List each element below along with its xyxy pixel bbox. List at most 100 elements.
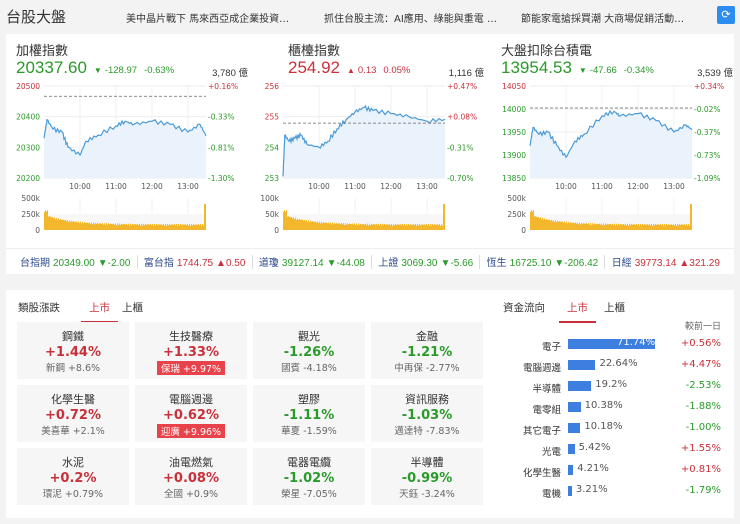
flow-bar: [568, 423, 581, 433]
volume-bar: [375, 224, 376, 230]
index-volume: 3,539 億: [697, 68, 733, 79]
sector-tile[interactable]: 生技醫療 +1.33% 保瑞 +9.97%: [135, 322, 247, 379]
flow-row[interactable]: 電機 3.21% -1.79%: [501, 482, 721, 503]
flow-sector-name: 化學生醫: [522, 468, 561, 479]
ticker-item[interactable]: 上證 3069.30 ▼-5.66: [378, 254, 473, 269]
volume-bar: [608, 224, 609, 230]
sector-tile[interactable]: 資訊服務 -1.03% 邁達特 -7.83%: [371, 385, 483, 442]
volume-bar: [190, 225, 191, 230]
volume-bar: [310, 220, 311, 230]
flow-tab-otc[interactable]: 上櫃: [604, 302, 625, 314]
y-pct-tick-label: -0.37%: [694, 128, 721, 137]
volume-bar: [578, 224, 579, 230]
flow-row[interactable]: 其它電子 10.18% -1.00%: [501, 419, 721, 440]
volume-bar: [601, 223, 602, 230]
volume-bar: [549, 219, 550, 230]
volume-bar: [334, 222, 335, 230]
ticker-item[interactable]: 道瓊 39127.14 ▼-44.08: [259, 254, 365, 269]
flow-bar: [568, 486, 572, 496]
volume-bar: [95, 222, 96, 230]
refresh-icon[interactable]: ⟳: [717, 6, 735, 24]
volume-bar: [370, 225, 371, 230]
sector-tile[interactable]: 電腦週邊 +0.62% 迎廣 +9.96%: [135, 385, 247, 442]
volume-bar: [594, 223, 595, 230]
news-link[interactable]: 美中晶片戰下 馬來西亞成企業投資…: [126, 14, 290, 25]
volume-bar: [181, 225, 182, 230]
volume-bar: [664, 223, 665, 230]
sector-tile[interactable]: 水泥 +0.2% 環泥 +0.79%: [17, 448, 129, 505]
sector-top-stock[interactable]: 中再保 -2.77%: [394, 363, 460, 374]
tab-listed[interactable]: 上市: [81, 300, 118, 323]
volume-bar: [431, 225, 432, 230]
index-summary[interactable]: 櫃檯指數 254.92 ▲ 0.13 0.05% 1,116 億: [288, 40, 484, 80]
ticker-item[interactable]: 台指期 20349.00 ▼-2.00: [20, 254, 130, 269]
sector-top-stock[interactable]: 保瑞 +9.97%: [156, 361, 226, 375]
flow-row[interactable]: 電零組 10.38% -1.88%: [501, 398, 721, 419]
news-link[interactable]: 節能家電搶採買潮 大商場促銷活動…: [521, 14, 685, 25]
sector-top-stock[interactable]: 全國 +0.9%: [163, 489, 219, 500]
flow-delta: +1.55%: [680, 443, 721, 454]
tab-otc[interactable]: 上櫃: [122, 302, 143, 314]
sector-tile[interactable]: 油電燃氣 +0.08% 全國 +0.9%: [135, 448, 247, 505]
volume-bar: [557, 220, 558, 230]
volume-bar: [621, 224, 622, 230]
sector-tile[interactable]: 化學生醫 +0.72% 美喜華 +2.1%: [17, 385, 129, 442]
index-panel: 加權指數 20337.60 ▼ -128.97 -0.63% 3,780 億櫃檯指數 254…: [6, 34, 734, 274]
sector-tile[interactable]: 金融 -1.21% 中再保 -2.77%: [371, 322, 483, 379]
index-summary[interactable]: 加權指數 20337.60 ▼ -128.97 -0.63% 3,780 億: [16, 40, 248, 80]
volume-bar: [304, 219, 305, 230]
sector-top-stock[interactable]: 華夏 -1.59%: [281, 426, 337, 437]
ticker-item[interactable]: 日經 39773.14 ▲321.29: [612, 254, 720, 269]
flow-row[interactable]: 化學生醫 4.21% +0.81%: [501, 461, 721, 482]
index-value: 13954.53: [501, 58, 572, 77]
sector-tile[interactable]: 鋼鐵 +1.44% 新鋼 +8.6%: [17, 322, 129, 379]
sector-top-stock[interactable]: 榮星 -7.05%: [281, 489, 337, 500]
sector-top-stock[interactable]: 邁達特 -7.83%: [394, 426, 460, 437]
volume-bar: [395, 223, 396, 230]
flow-row[interactable]: 電子 71.74% +0.56%: [501, 335, 721, 356]
ticker-item[interactable]: 恆生 16725.10 ▼-206.42: [487, 254, 599, 269]
flow-tab-listed[interactable]: 上市: [559, 300, 596, 323]
volume-bar: [596, 223, 597, 230]
sector-top-stock[interactable]: 迎廣 +9.96%: [156, 424, 226, 438]
flow-delta: +0.81%: [680, 464, 721, 475]
volume-bar: [407, 225, 408, 230]
sector-tile[interactable]: 電器電纜 -1.02% 榮星 -7.05%: [253, 448, 365, 505]
news-link[interactable]: 抓住台股主流：AI應用、綠能與重電 …: [324, 14, 497, 25]
index-summary[interactable]: 大盤扣除台積電 13954.53 ▼ -47.66 -0.34% 3,539 億: [501, 40, 733, 80]
y-pct-tick-label: -0.02%: [694, 105, 721, 114]
volume-bar: [345, 223, 346, 230]
volume-bar: [74, 221, 75, 230]
flow-row[interactable]: 電腦週邊 22.64% +4.47%: [501, 356, 721, 377]
volume-bar: [561, 221, 562, 230]
volume-bar: [570, 222, 571, 230]
sector-top-stock[interactable]: 美喜華 +2.1%: [41, 426, 105, 437]
ticker-item[interactable]: 富台指 1744.75 ▲0.50: [144, 254, 246, 269]
volume-bar: [201, 225, 202, 230]
volume-bar: [550, 220, 551, 230]
volume-bar: [126, 223, 127, 230]
sector-name: 電器電纜: [287, 456, 331, 469]
sector-tile[interactable]: 觀光 -1.26% 國賓 -4.18%: [253, 322, 365, 379]
x-tick-label: 10:00: [69, 182, 91, 191]
volume-bar: [399, 224, 400, 230]
flow-delta: -1.88%: [685, 401, 721, 412]
sector-top-stock[interactable]: 國賓 -4.18%: [281, 363, 337, 374]
volume-bar: [78, 221, 79, 230]
sector-top-stock[interactable]: 新鋼 +8.6%: [45, 363, 101, 374]
flow-pct: 10.18%: [584, 421, 623, 432]
volume-bar: [46, 211, 47, 230]
volume-bar: [353, 224, 354, 230]
sector-tile[interactable]: 塑膠 -1.11% 華夏 -1.59%: [253, 385, 365, 442]
volume-bar: [134, 224, 135, 230]
volume-bar: [337, 223, 338, 230]
flow-row[interactable]: 光電 5.42% +1.55%: [501, 440, 721, 461]
sector-top-stock[interactable]: 環泥 +0.79%: [42, 489, 104, 500]
volume-bar: [180, 224, 181, 230]
volume-bar: [576, 223, 577, 230]
sector-tile[interactable]: 半導體 -0.99% 天鈺 -3.24%: [371, 448, 483, 505]
volume-bar: [108, 223, 109, 230]
sector-top-stock[interactable]: 天鈺 -3.24%: [399, 489, 455, 500]
volume-bar: [360, 223, 361, 230]
flow-row[interactable]: 半導體 19.2% -2.53%: [501, 377, 721, 398]
